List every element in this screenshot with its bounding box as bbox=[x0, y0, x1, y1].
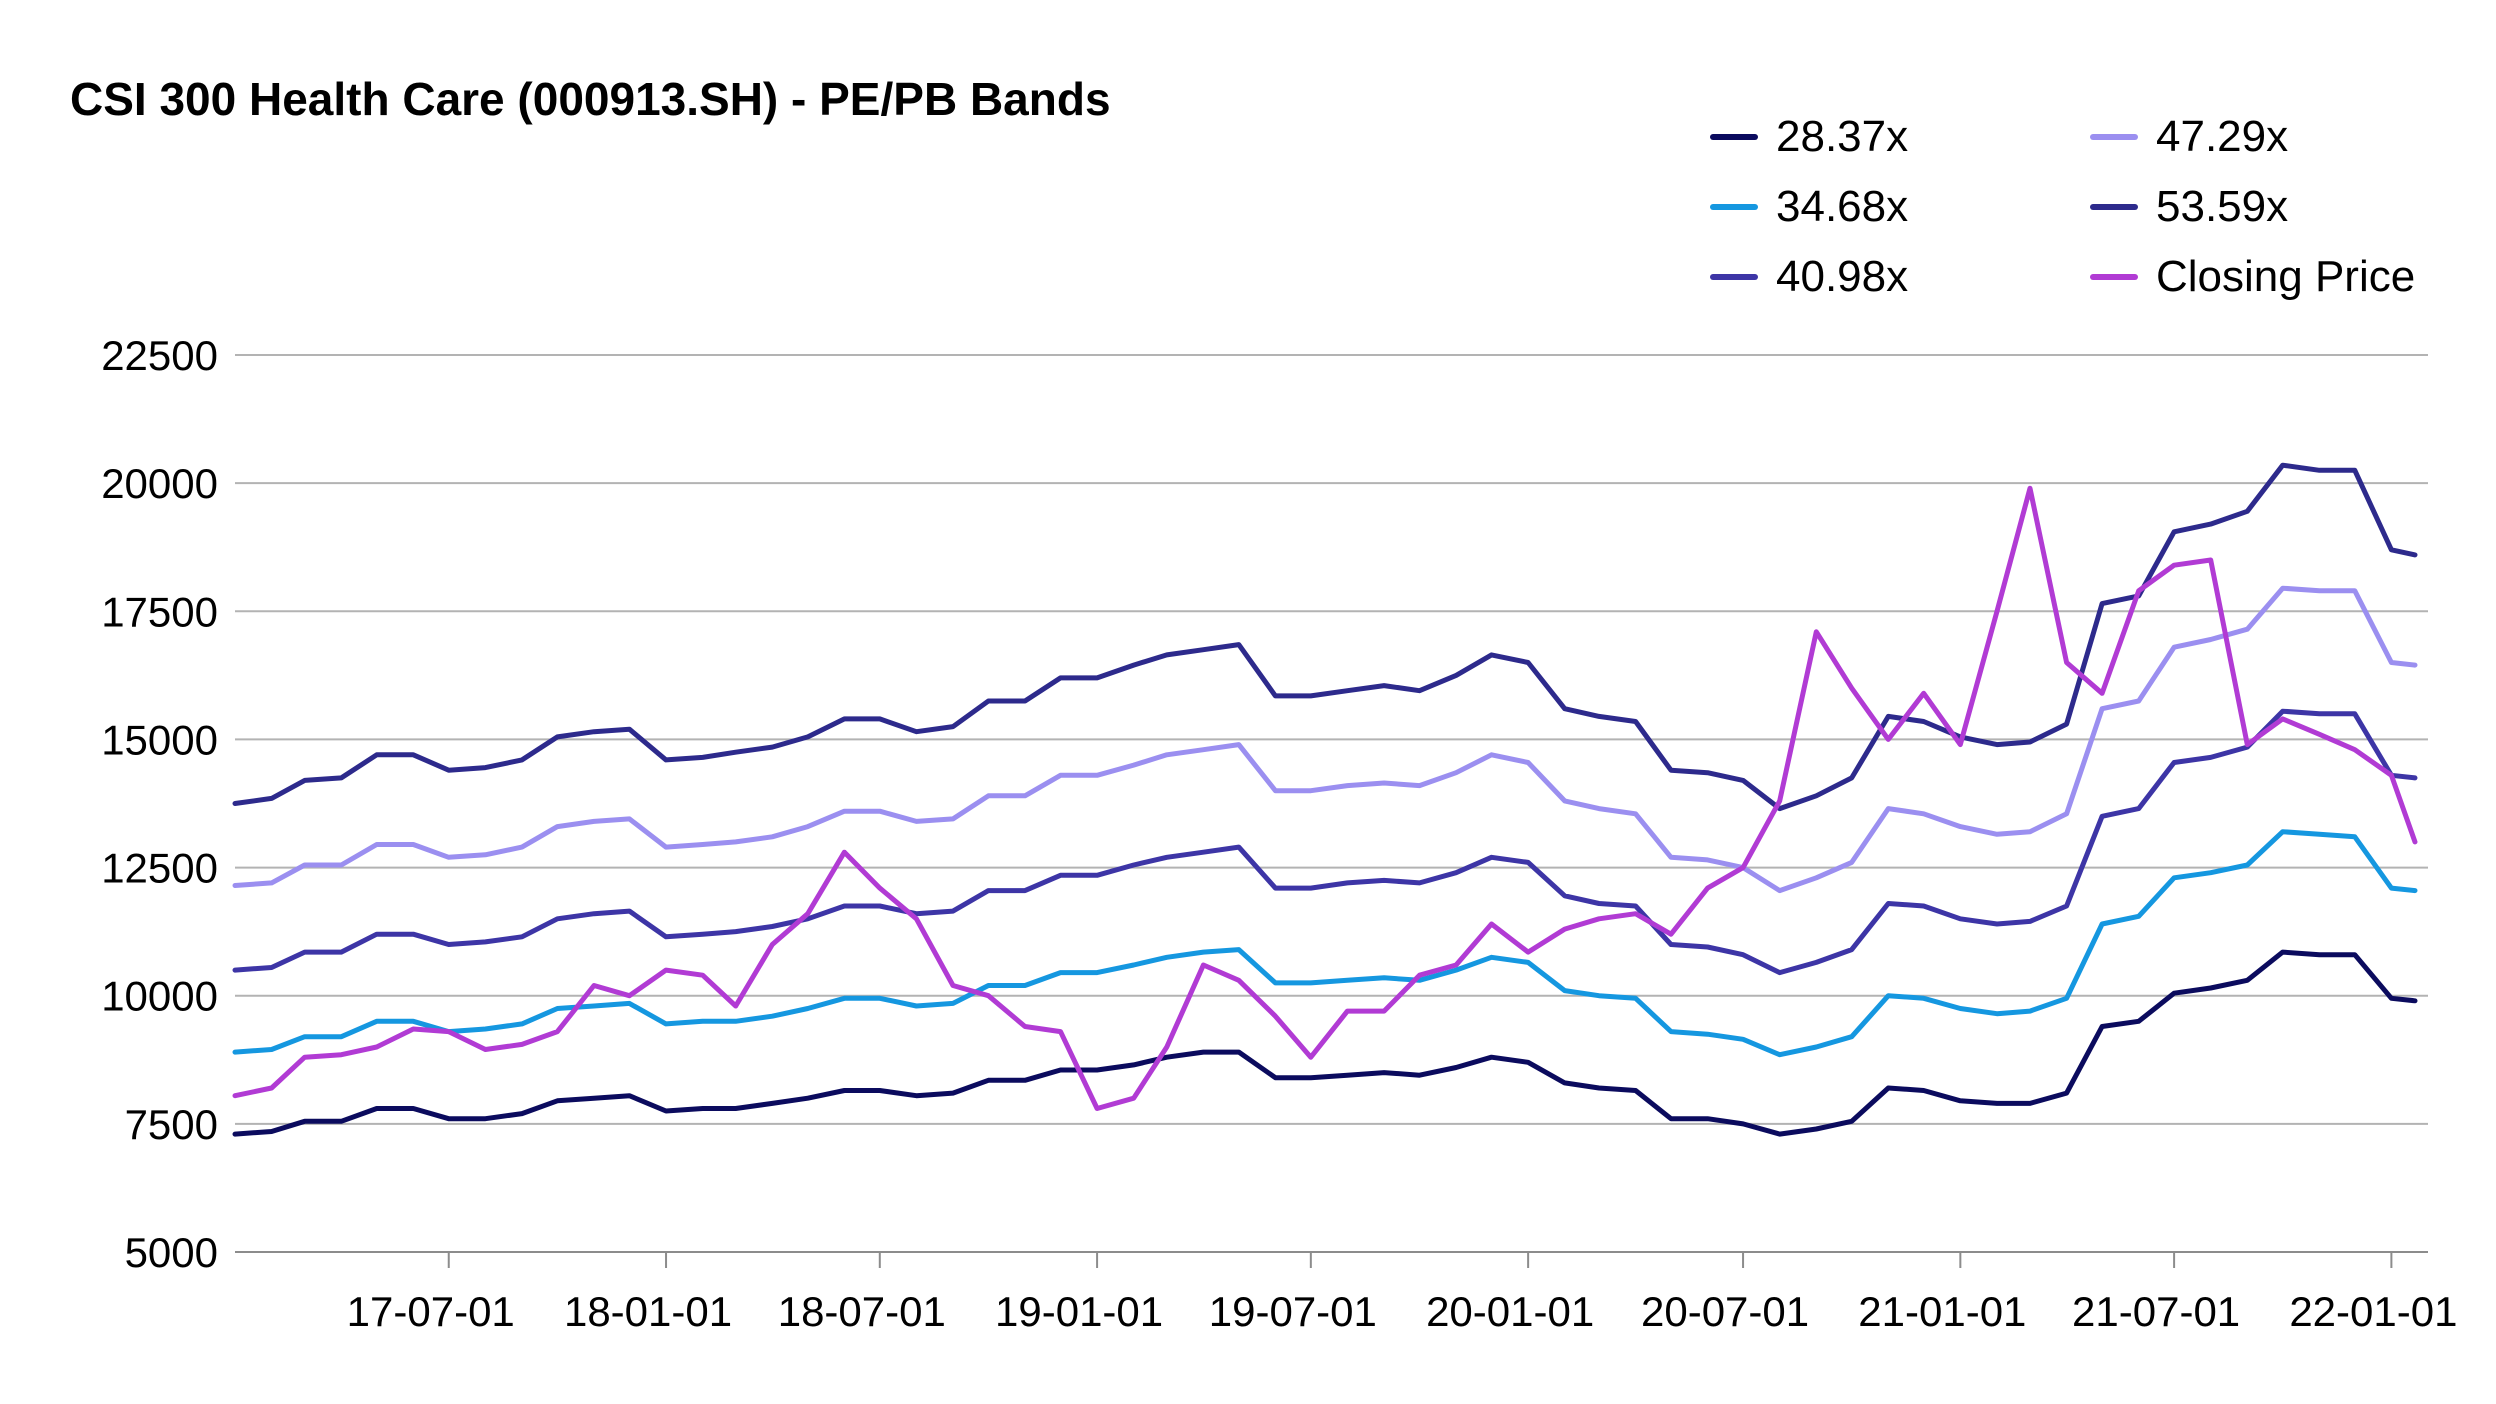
legend-swatch bbox=[1710, 204, 1758, 210]
series-lines bbox=[232, 462, 2418, 1137]
x-tick-label: 20-01-01 bbox=[1426, 1288, 1594, 1335]
series-line-closing-price bbox=[232, 485, 2418, 1111]
legend-swatch bbox=[1710, 134, 1758, 140]
legend-item: 40.98x bbox=[1710, 252, 1908, 302]
legend-item: 34.68x bbox=[1710, 182, 1908, 232]
y-tick-label: 15000 bbox=[101, 716, 218, 763]
chart-title: CSI 300 Health Care (000913.SH) - PE/PB … bbox=[70, 73, 1111, 125]
x-tick-label: 18-07-01 bbox=[778, 1288, 946, 1335]
legend-swatch bbox=[1710, 274, 1758, 280]
y-tick-label: 17500 bbox=[101, 588, 218, 635]
x-tick-label: 19-01-01 bbox=[995, 1288, 1163, 1335]
y-tick-label: 12500 bbox=[101, 845, 218, 892]
y-tick-label: 7500 bbox=[125, 1101, 218, 1148]
x-tick-label: 19-07-01 bbox=[1209, 1288, 1377, 1335]
legend-swatch bbox=[2090, 204, 2138, 210]
series-line-53-59x bbox=[232, 462, 2418, 812]
x-tick-label: 21-01-01 bbox=[1858, 1288, 2026, 1335]
series-line-40-98x bbox=[232, 708, 2418, 976]
y-tick-label: 20000 bbox=[101, 460, 218, 507]
axes: 5000 7500 10000 12500 15000 17500 20000 22500 17… bbox=[101, 332, 2457, 1335]
series-line-28-37x bbox=[232, 949, 2418, 1137]
legend-label: 28.37x bbox=[1776, 112, 1909, 161]
legend-label: 47.29x bbox=[2156, 112, 2289, 161]
gridlines bbox=[235, 354, 2428, 1125]
legend-label: 34.68x bbox=[1776, 182, 1909, 231]
legend-item: 28.37x bbox=[1710, 112, 1908, 162]
x-tick-label: 21-07-01 bbox=[2072, 1288, 2240, 1335]
legend-label: 40.98x bbox=[1776, 252, 1909, 301]
y-tick-label: 10000 bbox=[101, 973, 218, 1020]
y-tick-label: 5000 bbox=[125, 1229, 218, 1276]
y-tick-label: 22500 bbox=[101, 332, 218, 379]
legend-label: Closing Price bbox=[2156, 252, 2416, 301]
legend-item: 53.59x bbox=[2090, 182, 2288, 232]
x-tick-label: 22-01-01 bbox=[2289, 1288, 2457, 1335]
x-tick-label: 20-07-01 bbox=[1641, 1288, 1809, 1335]
series-line-34-68x bbox=[232, 829, 2418, 1058]
series-line-47-29x bbox=[232, 585, 2418, 894]
legend-swatch bbox=[2090, 134, 2138, 140]
legend-label: 53.59x bbox=[2156, 182, 2289, 231]
legend-swatch bbox=[2090, 274, 2138, 280]
x-tick-label: 17-07-01 bbox=[347, 1288, 515, 1335]
legend-item: 47.29x bbox=[2090, 112, 2288, 162]
legend-item: Closing Price bbox=[2090, 252, 2415, 302]
x-tick-label: 18-01-01 bbox=[564, 1288, 732, 1335]
